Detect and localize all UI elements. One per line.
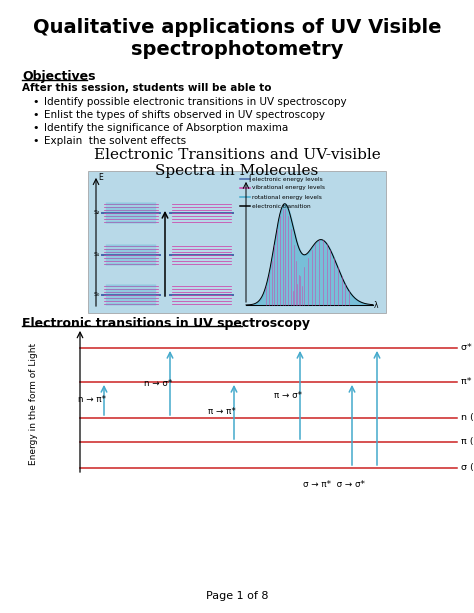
Bar — [88, 171, 386, 313]
Text: electronic energy levels: electronic energy levels — [252, 177, 323, 181]
Text: σ (bonding): σ (bonding) — [461, 463, 474, 473]
Text: E: E — [98, 173, 103, 182]
Text: σ → π*  σ → σ*: σ → π* σ → σ* — [303, 480, 365, 489]
Text: rotational energy levels: rotational energy levels — [252, 194, 322, 199]
Text: Identify the significance of Absorption maxima: Identify the significance of Absorption … — [44, 123, 288, 133]
Text: I: I — [248, 175, 250, 184]
Text: σ* (anti-bonding): σ* (anti-bonding) — [461, 343, 474, 352]
Text: S₁: S₁ — [94, 253, 100, 257]
Text: •: • — [32, 97, 38, 107]
Text: λ: λ — [374, 300, 379, 310]
Text: •: • — [32, 136, 38, 146]
Text: S₂: S₂ — [94, 210, 100, 216]
Text: •: • — [32, 123, 38, 133]
Text: Enlist the types of shifts observed in UV spectroscopy: Enlist the types of shifts observed in U… — [44, 110, 325, 120]
Text: n (bonding): n (bonding) — [461, 414, 474, 422]
Text: π (bonding): π (bonding) — [461, 438, 474, 446]
Text: Energy in the form of Light: Energy in the form of Light — [29, 343, 38, 465]
Text: n → π*: n → π* — [78, 395, 106, 405]
Text: After this session, students will be able to: After this session, students will be abl… — [22, 83, 272, 93]
Text: Explain  the solvent effects: Explain the solvent effects — [44, 136, 186, 146]
Text: Identify possible electronic transitions in UV spectroscopy: Identify possible electronic transitions… — [44, 97, 346, 107]
Text: π → σ*: π → σ* — [274, 390, 302, 400]
Text: Qualitative applications of UV Visible
spectrophotometry: Qualitative applications of UV Visible s… — [33, 18, 441, 59]
Text: Electronic Transitions and UV-visible
Spectra in Molecules: Electronic Transitions and UV-visible Sp… — [94, 148, 380, 178]
Text: vibrational energy levels: vibrational energy levels — [252, 186, 325, 191]
Text: n → σ*: n → σ* — [144, 378, 173, 387]
Text: π → π*: π → π* — [208, 408, 236, 416]
Text: Electronic transitions in UV spectroscopy: Electronic transitions in UV spectroscop… — [22, 317, 310, 330]
Text: S₀: S₀ — [94, 292, 100, 297]
Text: •: • — [32, 110, 38, 120]
Text: Page 1 of 8: Page 1 of 8 — [206, 591, 268, 601]
Text: Objectives: Objectives — [22, 70, 95, 83]
Text: electronic transition: electronic transition — [252, 204, 310, 208]
Text: π* (anti-bonding): π* (anti-bonding) — [461, 378, 474, 387]
